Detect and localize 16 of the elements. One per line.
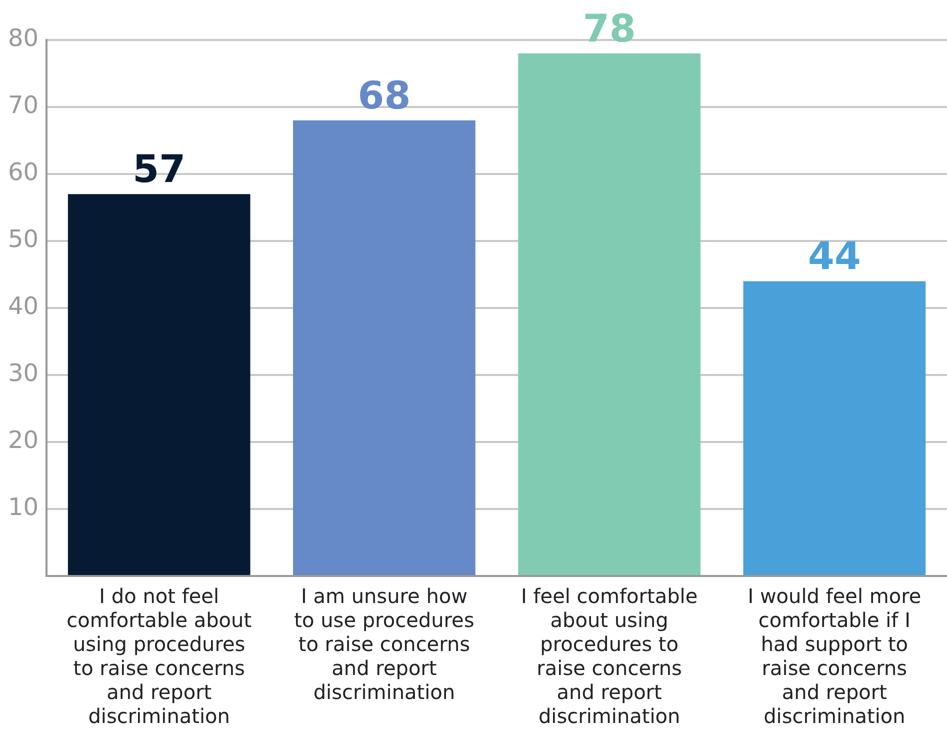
y-tick-label: 70 [8,91,39,120]
x-tick-label: I do not feel comfortable about using procedures to raise concerns and report discrimination [66,584,252,728]
data-label: 57 [132,146,186,191]
x-tick-label: I feel comfortable about using procedures to raise concerns and report discrimination [520,584,698,728]
data-label: 78 [582,6,636,50]
y-tick-label: 60 [8,158,39,186]
y-tick-label: 20 [8,426,39,454]
y-tick-label: 10 [8,493,39,522]
x-tick-label: I would feel more comfortable if I had support to raise concerns and report discrimination [748,584,922,728]
data-label: 68 [358,73,411,118]
y-tick-label: 50 [8,225,39,254]
y-tick-label: 30 [8,359,39,388]
x-tick-label: I am unsure how to use procedures to raise concerns and report discrimination [294,584,474,704]
y-tick-label: 40 [8,292,39,320]
y-tick-label: 80 [8,24,39,52]
data-label: 44 [808,234,861,278]
